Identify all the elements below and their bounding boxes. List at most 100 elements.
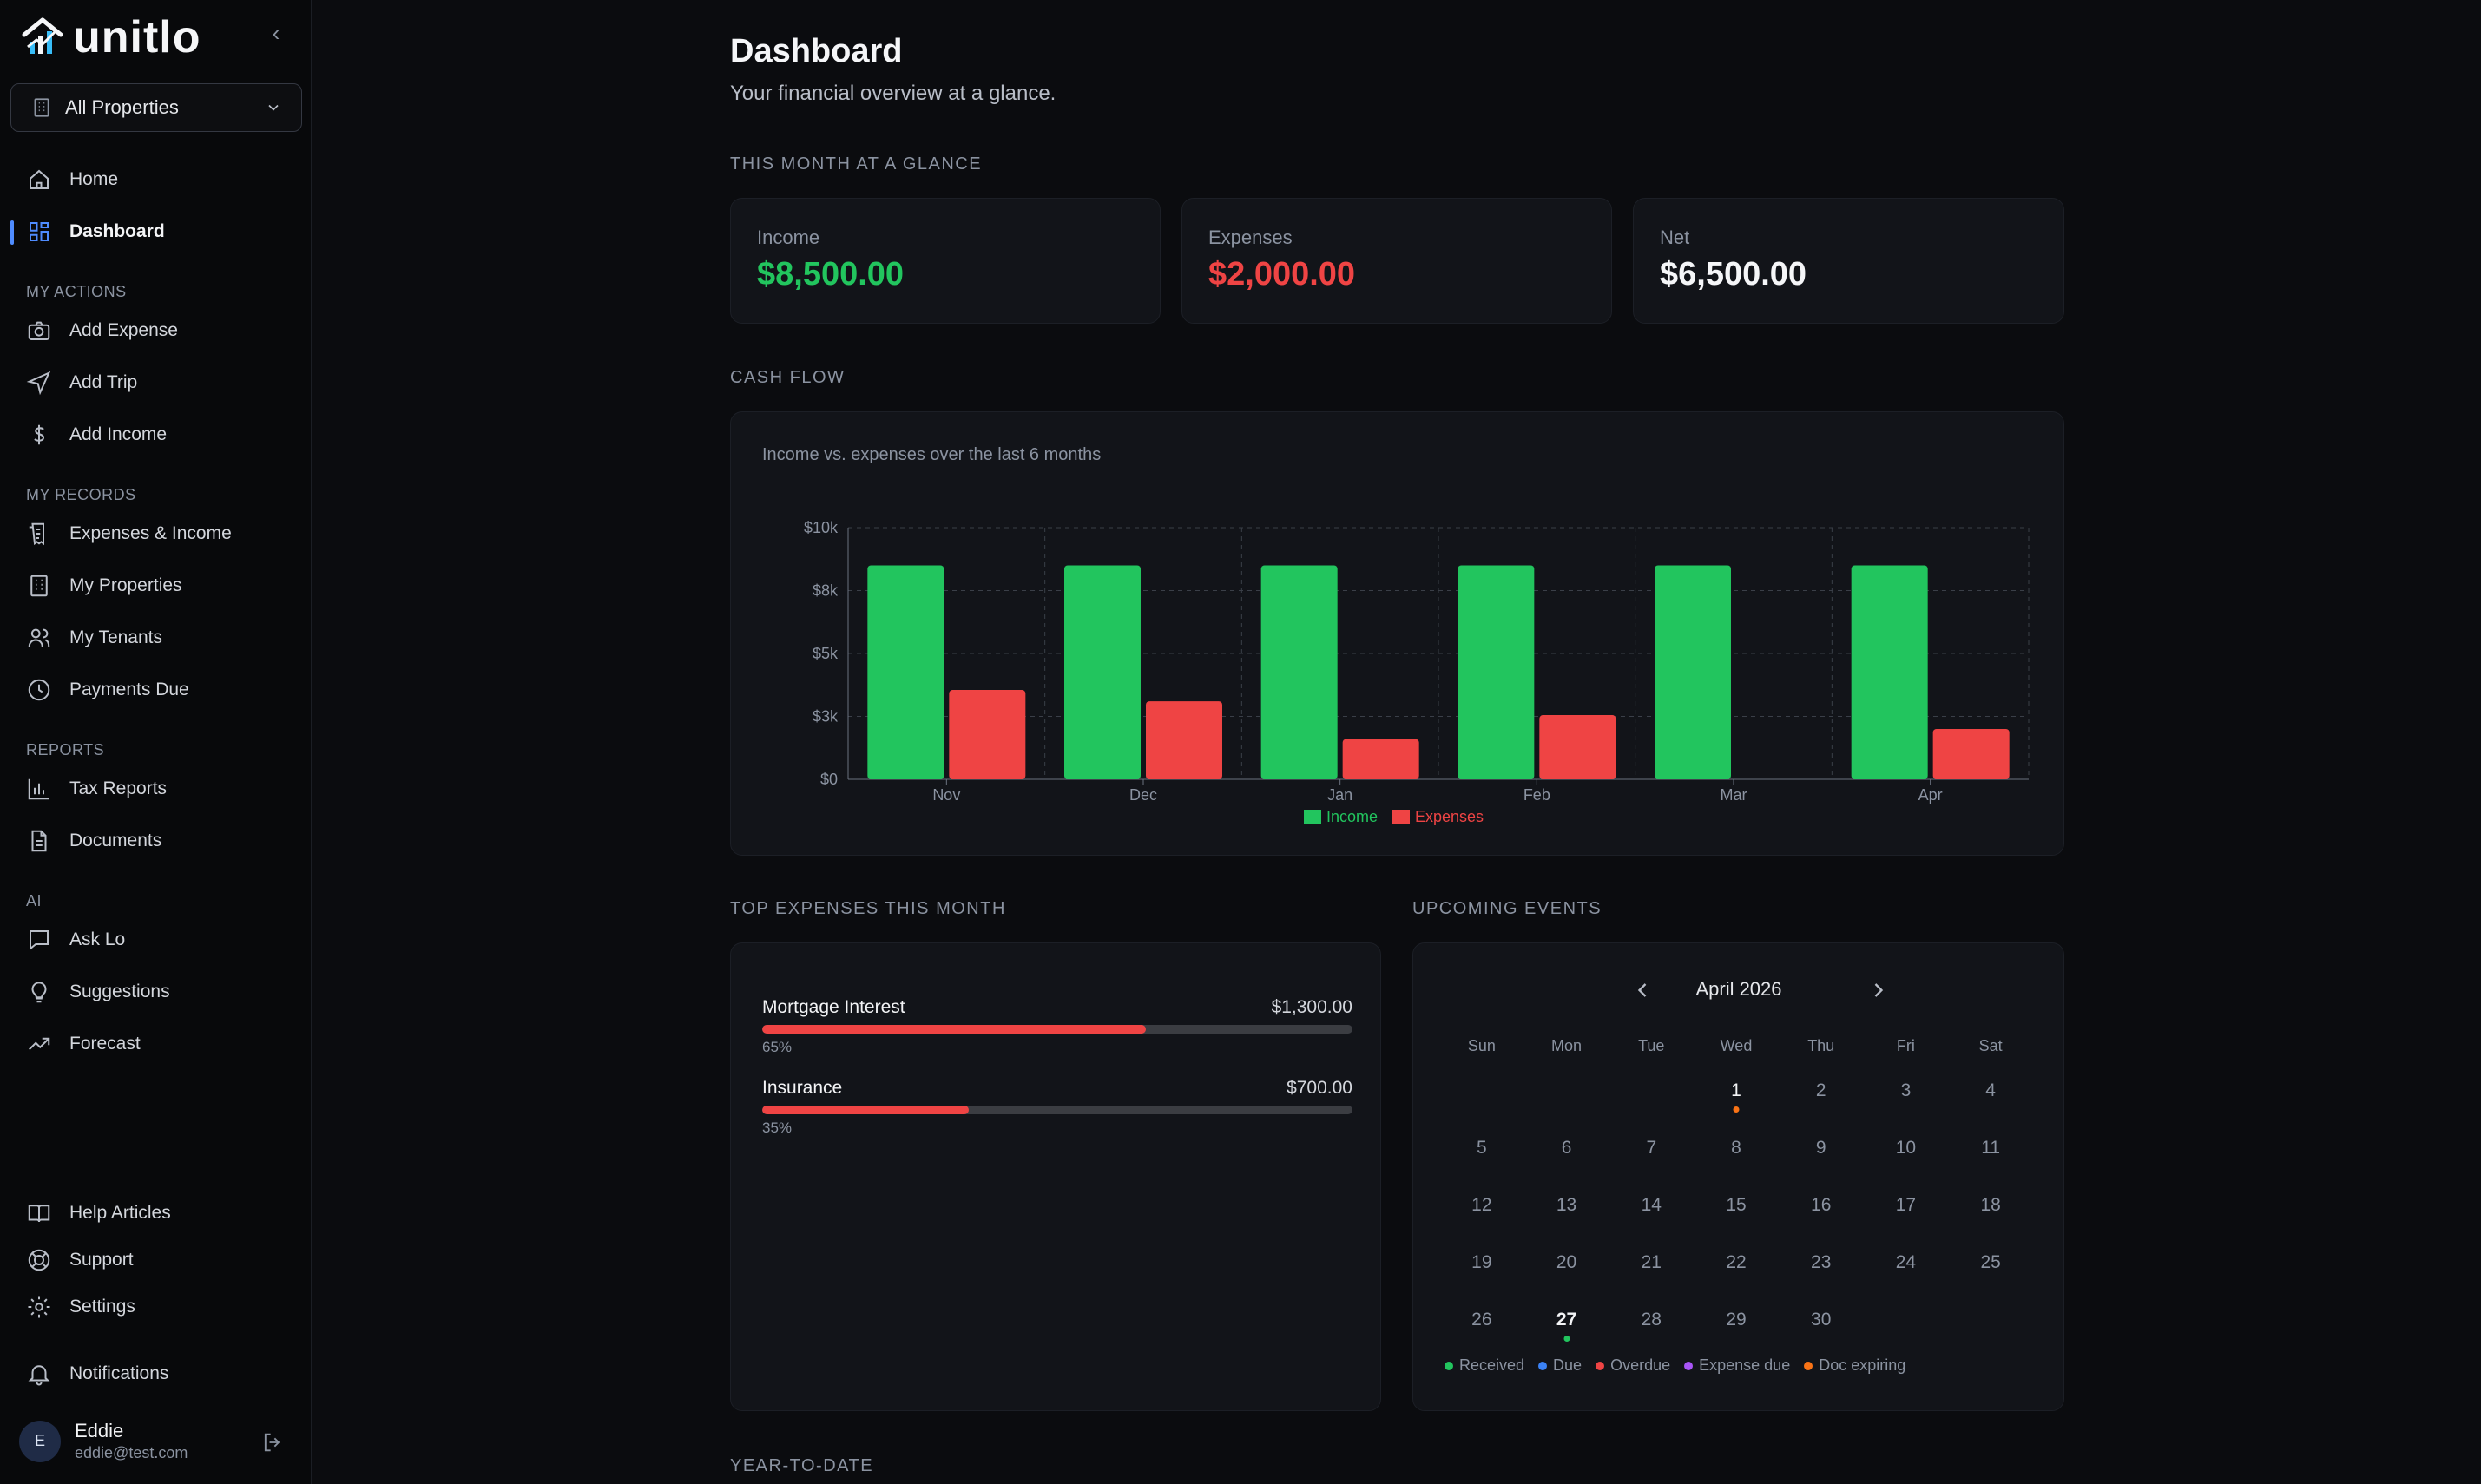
- calendar-day[interactable]: 30: [1811, 1310, 1832, 1330]
- calendar-day[interactable]: 3: [1900, 1080, 1912, 1100]
- calendar-day[interactable]: 15: [1726, 1195, 1747, 1215]
- legend-item: Overdue: [1596, 1356, 1670, 1375]
- trending-up-icon: [29, 1037, 50, 1050]
- nav-forecast-label: Forecast: [69, 1034, 141, 1054]
- nav-my-tenants[interactable]: My Tenants: [26, 619, 162, 657]
- nav-my-properties[interactable]: My Properties: [26, 567, 182, 605]
- nav-add-expense[interactable]: Add Expense: [26, 312, 178, 350]
- calendar-day[interactable]: 29: [1726, 1310, 1747, 1330]
- nav-forecast[interactable]: Forecast: [26, 1025, 141, 1063]
- bar-expenses: [949, 690, 1026, 779]
- calendar-day[interactable]: 2: [1815, 1080, 1826, 1100]
- nav-suggestions[interactable]: Suggestions: [26, 973, 170, 1011]
- house-chart-logo-icon: [22, 17, 63, 54]
- nav-support-label: Support: [69, 1250, 134, 1270]
- nav-settings[interactable]: Settings: [26, 1288, 135, 1326]
- nav-notifications[interactable]: Notifications: [26, 1355, 168, 1393]
- chevron-right-icon[interactable]: [1866, 978, 1891, 1002]
- nav-my-properties-label: My Properties: [69, 575, 182, 595]
- net-stat-value: $6,500.00: [1660, 256, 1807, 292]
- calendar-day[interactable]: 23: [1811, 1252, 1832, 1272]
- calendar-day[interactable]: 4: [1985, 1080, 1996, 1100]
- expense-name: Mortgage Interest: [762, 997, 905, 1017]
- nav-documents[interactable]: Documents: [26, 822, 161, 860]
- grid-icon: [30, 222, 49, 241]
- weekday-label: Mon: [1551, 1037, 1583, 1054]
- property-select[interactable]: All Properties: [10, 83, 302, 132]
- nav-help-articles[interactable]: Help Articles: [26, 1194, 171, 1232]
- app-logo[interactable]: unitlo: [21, 12, 201, 62]
- nav-suggestions-label: Suggestions: [69, 982, 170, 1001]
- calendar-empty-cell: [1439, 1068, 1524, 1126]
- calendar-day[interactable]: 22: [1726, 1252, 1747, 1272]
- legend-label: Expenses: [1415, 808, 1484, 825]
- nav-expenses-income[interactable]: Expenses & Income: [26, 515, 232, 553]
- nav-dashboard[interactable]: Dashboard: [26, 213, 165, 251]
- x-tick-label: Feb: [1523, 786, 1550, 804]
- calendar-day[interactable]: 7: [1646, 1138, 1657, 1158]
- calendar-day[interactable]: 16: [1811, 1195, 1832, 1215]
- bar-income: [1260, 565, 1338, 779]
- calendar-day[interactable]: 8: [1731, 1138, 1741, 1158]
- building-icon: [34, 98, 49, 117]
- calendar-day[interactable]: 6: [1561, 1138, 1572, 1158]
- chevron-left-icon[interactable]: [1630, 978, 1655, 1002]
- calendar-day[interactable]: 10: [1895, 1138, 1917, 1158]
- weekday-label: Sun: [1467, 1037, 1496, 1054]
- calendar-day[interactable]: 14: [1641, 1195, 1662, 1215]
- nav-payments-due[interactable]: Payments Due: [26, 671, 189, 709]
- camera-icon: [28, 321, 50, 340]
- calendar-day[interactable]: 26: [1471, 1310, 1492, 1330]
- cashflow-subtitle: Income vs. expenses over the last 6 mont…: [762, 445, 1102, 464]
- logout-icon[interactable]: [260, 1430, 285, 1454]
- section-ai: AI: [26, 892, 43, 909]
- user-profile[interactable]: E Eddie eddie@test.com: [19, 1420, 188, 1462]
- nav-support[interactable]: Support: [26, 1241, 134, 1279]
- nav-home-label: Home: [69, 169, 119, 189]
- section-reports: REPORTS: [26, 741, 105, 758]
- nav-add-trip-label: Add Trip: [69, 372, 138, 392]
- weekday-label: Thu: [1807, 1037, 1835, 1054]
- calendar-day[interactable]: 20: [1556, 1252, 1577, 1272]
- income-stat-label: Income: [757, 227, 820, 248]
- lifebuoy-icon: [28, 1249, 50, 1271]
- active-nav-indicator: [10, 220, 14, 245]
- expense-row: Mortgage Interest $1,300.00 65%: [762, 997, 1352, 1067]
- nav-add-income[interactable]: Add Income: [26, 416, 167, 454]
- calendar-day[interactable]: 1: [1694, 1068, 1779, 1126]
- calendar-day[interactable]: 28: [1641, 1310, 1662, 1330]
- nav-home[interactable]: Home: [26, 161, 118, 199]
- nav-add-trip[interactable]: Add Trip: [26, 364, 137, 402]
- nav-tax-reports[interactable]: Tax Reports: [26, 770, 167, 808]
- expense-row: Insurance $700.00 35%: [762, 1078, 1352, 1147]
- section-my-actions: MY ACTIONS: [26, 283, 127, 300]
- cashflow-card: Income vs. expenses over the last 6 mont…: [730, 411, 2064, 856]
- nav-payments-due-label: Payments Due: [69, 680, 189, 699]
- nav-ask-lo[interactable]: Ask Lo: [26, 921, 125, 959]
- calendar-day[interactable]: 25: [1980, 1252, 2001, 1272]
- expense-progress-track: [762, 1106, 1352, 1114]
- nav-notifications-label: Notifications: [69, 1363, 169, 1383]
- calendar-day[interactable]: 12: [1471, 1195, 1492, 1215]
- bell-icon: [28, 1365, 50, 1386]
- section-glance-label: THIS MONTH AT A GLANCE: [730, 154, 983, 174]
- calendar-day[interactable]: 18: [1980, 1195, 2001, 1215]
- calendar-day[interactable]: 17: [1895, 1195, 1917, 1215]
- event-dot: [1563, 1336, 1570, 1342]
- calendar-day[interactable]: 27: [1524, 1297, 1609, 1355]
- nav-dashboard-label: Dashboard: [69, 221, 165, 241]
- calendar-day[interactable]: 13: [1556, 1195, 1577, 1215]
- calendar-day[interactable]: 9: [1815, 1138, 1826, 1158]
- expenses-stat-value: $2,000.00: [1208, 256, 1356, 292]
- nav-add-income-label: Add Income: [69, 424, 168, 444]
- calendar-day[interactable]: 21: [1641, 1252, 1662, 1272]
- users-icon: [28, 628, 50, 647]
- calendar-day[interactable]: 11: [1981, 1138, 2001, 1158]
- calendar-day[interactable]: 5: [1477, 1138, 1487, 1158]
- legend-item: Due: [1538, 1356, 1582, 1375]
- x-tick-label: Apr: [1918, 786, 1943, 804]
- calendar-day[interactable]: 19: [1471, 1252, 1492, 1272]
- nav-my-tenants-label: My Tenants: [69, 627, 162, 647]
- calendar-day[interactable]: 24: [1895, 1252, 1917, 1272]
- collapse-sidebar-chevron-left-icon[interactable]: ‹: [272, 20, 280, 46]
